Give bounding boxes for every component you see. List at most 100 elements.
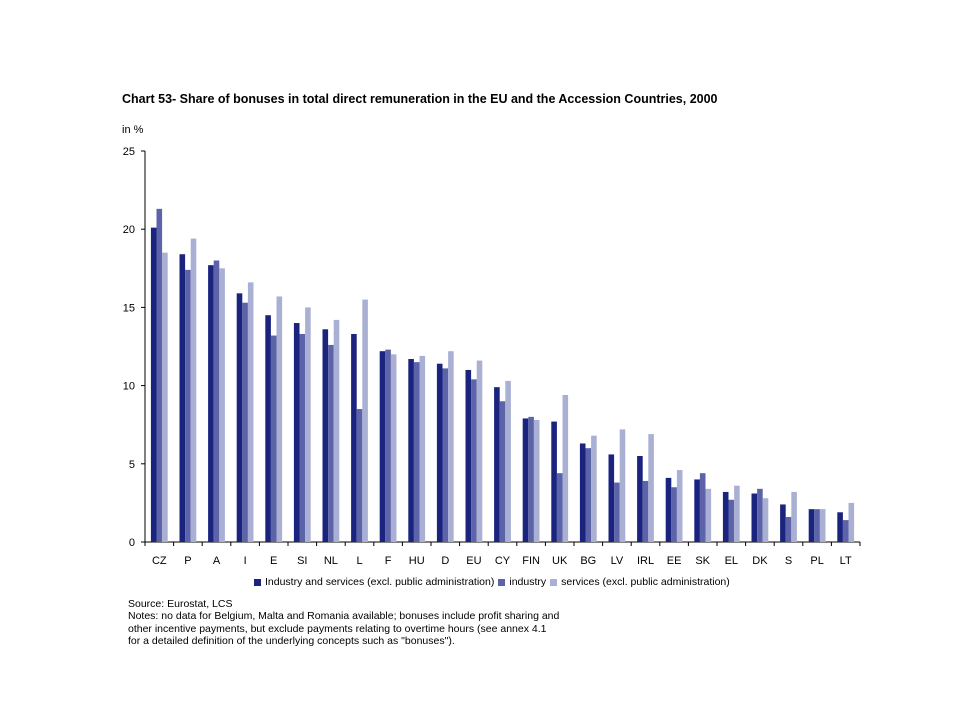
bar-sk-series-2 bbox=[699, 473, 706, 542]
bar-bg-series-2 bbox=[585, 448, 592, 542]
bar-uk-series-1 bbox=[551, 421, 557, 542]
bar-l-series-2 bbox=[356, 409, 363, 542]
x-tick-label-i: I bbox=[244, 555, 247, 567]
bar-sk-series-1 bbox=[694, 479, 700, 542]
bar-lt-series-2 bbox=[842, 520, 849, 542]
bar-dk-series-1 bbox=[751, 493, 758, 542]
y-tick-label: 0 bbox=[129, 537, 135, 549]
bar-a-series-2 bbox=[213, 260, 220, 542]
bar-eu-series-1 bbox=[465, 369, 472, 542]
bar-uk-series-2 bbox=[556, 473, 563, 542]
bar-pl-series-1 bbox=[808, 509, 815, 542]
bar-p-series-2 bbox=[185, 269, 191, 542]
y-tick-label: 25 bbox=[123, 146, 135, 158]
notes-line-1: Notes: no data for Belgium, Malta and Ro… bbox=[128, 610, 560, 623]
x-tick-label-irl: IRL bbox=[637, 555, 654, 567]
bar-el-series-2 bbox=[728, 499, 735, 542]
x-tick-label-pl: PL bbox=[810, 555, 823, 567]
bar-lv-series-3 bbox=[619, 429, 626, 542]
bar-f-series-3 bbox=[390, 354, 397, 542]
legend-label-services: services (excl. public administration) bbox=[561, 576, 730, 588]
bar-cy-series-3 bbox=[505, 380, 511, 542]
bar-el-series-3 bbox=[734, 485, 740, 542]
bar-ee-series-2 bbox=[671, 487, 677, 542]
bar-hu-series-1 bbox=[408, 359, 414, 542]
bar-hu-series-2 bbox=[413, 362, 420, 542]
legend-item-industry: industry bbox=[498, 576, 546, 588]
x-tick-label-fin: FIN bbox=[522, 555, 540, 567]
bar-pl-series-3 bbox=[819, 509, 826, 542]
bar-lv-series-2 bbox=[614, 482, 620, 542]
bar-ee-series-1 bbox=[665, 477, 672, 542]
bar-cz-series-1 bbox=[150, 227, 157, 543]
y-tick-label: 15 bbox=[123, 302, 135, 314]
bar-l-series-3 bbox=[362, 299, 368, 542]
bar-cy-series-1 bbox=[494, 387, 500, 542]
bar-p-series-1 bbox=[179, 254, 186, 542]
bar-e-series-3 bbox=[276, 296, 283, 542]
bar-e-series-2 bbox=[270, 335, 277, 542]
chart-footer: Source: Eurostat, LCS Notes: no data for… bbox=[128, 598, 559, 647]
bar-bg-series-1 bbox=[579, 443, 586, 542]
x-tick-label-nl: NL bbox=[324, 555, 338, 567]
bar-a-series-1 bbox=[208, 265, 214, 542]
bar-lv-series-1 bbox=[608, 454, 615, 542]
bar-s-series-2 bbox=[785, 516, 792, 542]
x-tick-label-lt: LT bbox=[840, 555, 852, 567]
x-tick-label-lv: LV bbox=[611, 555, 624, 567]
bar-el-series-1 bbox=[722, 491, 729, 542]
x-tick-label-a: A bbox=[213, 555, 221, 567]
bar-dk-series-3 bbox=[762, 498, 769, 542]
y-tick-label: 20 bbox=[123, 224, 135, 236]
legend: Industry and services (excl. public admi… bbox=[254, 576, 734, 588]
x-tick-label-sk: SK bbox=[695, 555, 710, 567]
bar-sk-series-3 bbox=[705, 488, 712, 542]
x-tick-label-ee: EE bbox=[667, 555, 682, 567]
x-tick-label-dk: DK bbox=[752, 555, 768, 567]
x-tick-label-d: D bbox=[441, 555, 449, 567]
bar-irl-series-2 bbox=[642, 481, 649, 542]
bar-irl-series-3 bbox=[648, 434, 654, 542]
bar-l-series-1 bbox=[351, 333, 357, 542]
bar-lt-series-3 bbox=[848, 502, 855, 542]
legend-swatch-industry bbox=[498, 578, 506, 586]
bar-eu-series-2 bbox=[471, 379, 477, 542]
x-tick-label-el: EL bbox=[725, 555, 738, 567]
bar-si-series-1 bbox=[293, 323, 300, 542]
bar-fin-series-1 bbox=[522, 418, 529, 542]
bar-s-series-1 bbox=[780, 504, 786, 542]
bar-nl-series-1 bbox=[322, 329, 329, 542]
bar-d-series-1 bbox=[436, 363, 443, 542]
bar-uk-series-3 bbox=[562, 394, 569, 542]
bar-irl-series-1 bbox=[637, 455, 643, 542]
bar-f-series-1 bbox=[379, 351, 386, 542]
legend-label-industry-and-services: Industry and services (excl. public admi… bbox=[265, 576, 495, 588]
bar-hu-series-3 bbox=[419, 355, 426, 542]
legend-swatch-services bbox=[550, 578, 558, 586]
bar-e-series-1 bbox=[265, 315, 271, 542]
x-tick-label-uk: UK bbox=[552, 555, 568, 567]
y-tick-label: 10 bbox=[123, 381, 135, 393]
bar-nl-series-2 bbox=[328, 344, 334, 542]
bar-pl-series-2 bbox=[814, 509, 820, 542]
bar-fin-series-2 bbox=[528, 416, 534, 542]
bar-eu-series-3 bbox=[476, 360, 483, 542]
bar-d-series-2 bbox=[442, 368, 449, 542]
bar-fin-series-3 bbox=[533, 420, 540, 542]
x-tick-label-p: P bbox=[184, 555, 191, 567]
y-tick-label: 5 bbox=[129, 459, 135, 471]
y-axis-unit-label: in % bbox=[122, 124, 144, 136]
x-axis: CZ P A I E SI NL L F HU D EU CY FIN UK BG LV IRL EE SK EL DK S… bbox=[144, 541, 861, 567]
bar-cy-series-2 bbox=[499, 401, 506, 542]
bar-lt-series-1 bbox=[837, 512, 843, 542]
bar-s-series-3 bbox=[791, 491, 797, 542]
bar-f-series-2 bbox=[385, 349, 391, 542]
bar-d-series-3 bbox=[448, 351, 454, 542]
bar-si-series-2 bbox=[299, 333, 306, 542]
bars bbox=[150, 208, 855, 543]
legend-item-services: services (excl. public administration) bbox=[550, 576, 730, 588]
bar-a-series-3 bbox=[219, 268, 225, 542]
notes-line-2: other incentive payments, but exclude pa… bbox=[128, 622, 547, 635]
bar-si-series-3 bbox=[305, 307, 311, 542]
